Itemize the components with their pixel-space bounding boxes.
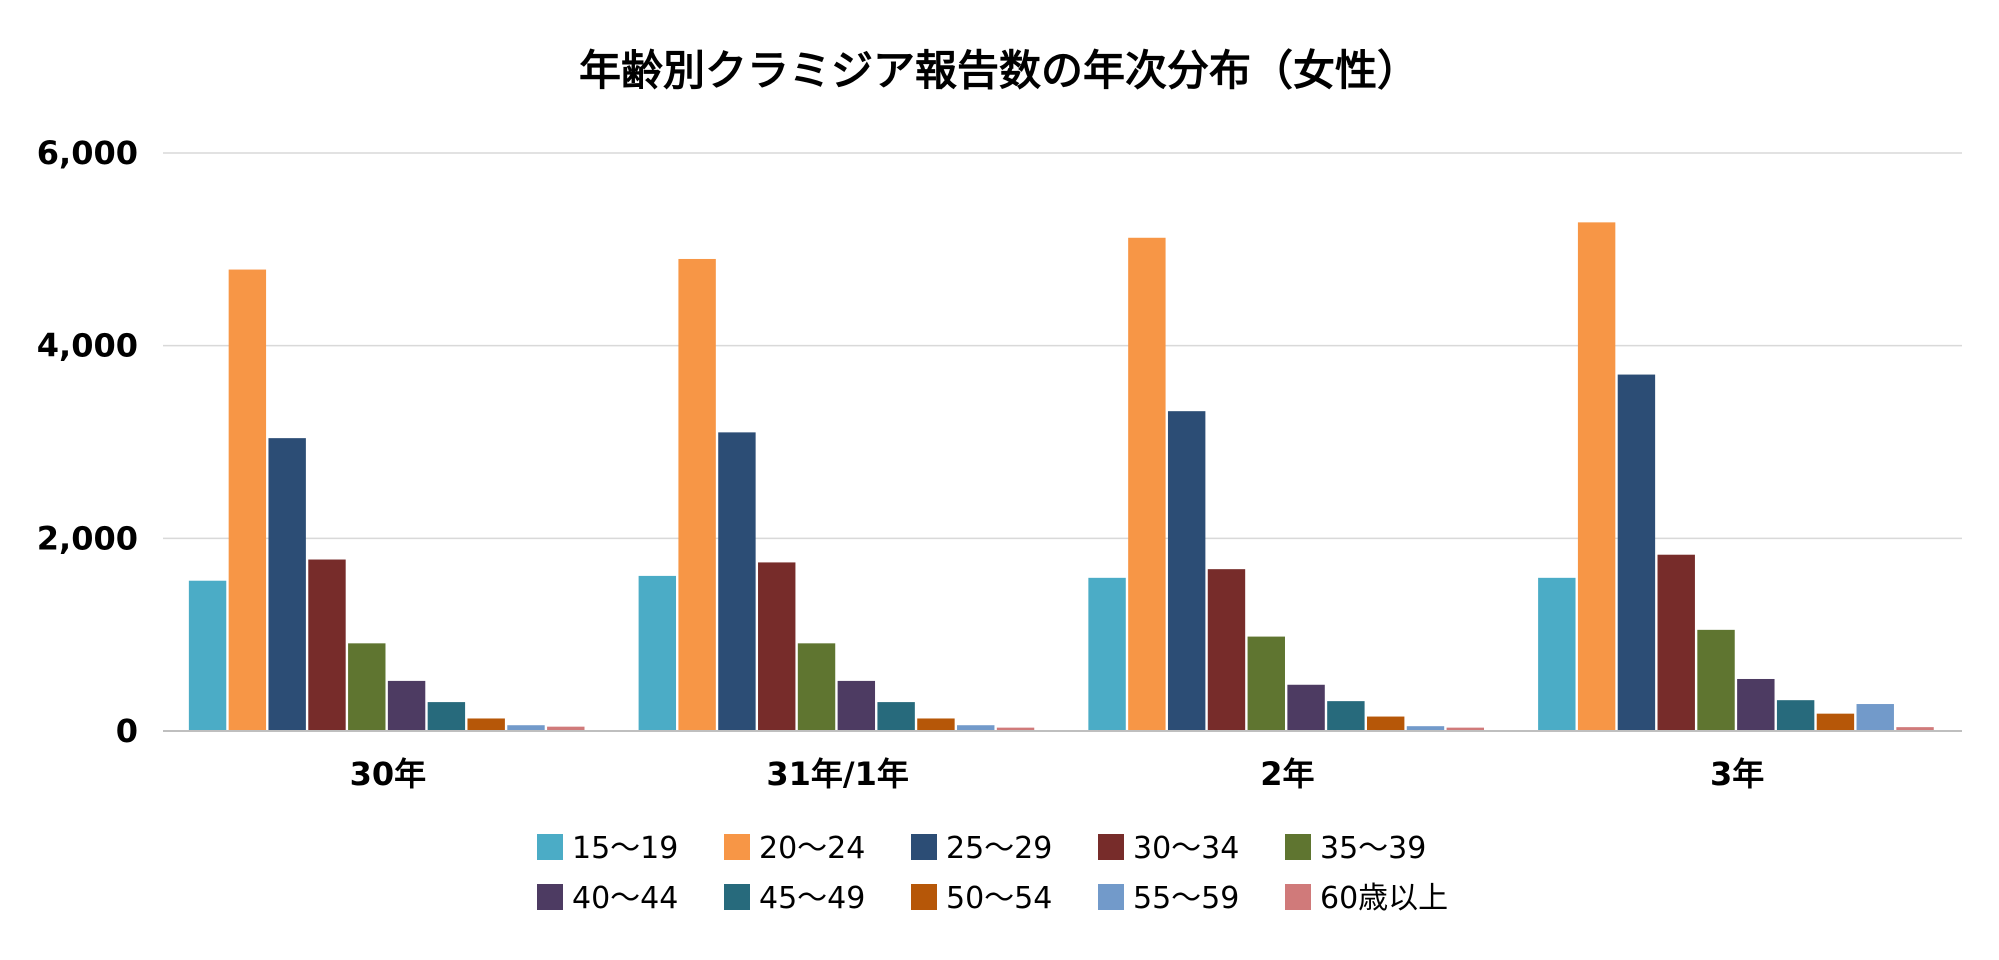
legend-item: 20～24 — [724, 831, 865, 866]
bars — [188, 222, 1934, 732]
legend: 15～19 20～24 25～29 30～34 35～39 40～44 45～49 50～54… — [537, 831, 1448, 916]
legend-label: 60歳以上 — [1320, 881, 1448, 916]
legend-item: 55～59 — [1098, 881, 1239, 916]
legend-item: 50～54 — [911, 881, 1052, 916]
legend-swatch — [1285, 834, 1311, 860]
legend-item: 25～29 — [911, 831, 1052, 866]
bar — [1446, 727, 1485, 731]
x-tick-label: 30年 — [350, 755, 427, 793]
legend-swatch — [537, 834, 563, 860]
legend-item: 40～44 — [537, 881, 678, 916]
legend-swatch — [911, 834, 937, 860]
bar — [308, 559, 346, 731]
bar — [387, 680, 426, 731]
legend-swatch — [911, 884, 937, 910]
bar — [957, 725, 995, 731]
bar — [678, 258, 716, 731]
legend-item: 45～49 — [724, 881, 865, 916]
bar — [1366, 716, 1405, 731]
bar — [1816, 713, 1855, 731]
bar — [188, 580, 227, 731]
bar — [1617, 374, 1656, 731]
legend-label: 45～49 — [759, 881, 865, 916]
bar — [348, 643, 386, 731]
bar — [1577, 222, 1616, 732]
bar — [1406, 726, 1445, 731]
bar — [718, 432, 756, 731]
gridlines — [163, 152, 1962, 540]
bar — [1856, 704, 1894, 731]
bar — [1287, 684, 1325, 731]
y-tick-label: 6,000 — [37, 134, 138, 172]
y-tick-label: 2,000 — [37, 519, 138, 557]
x-tick-label: 2年 — [1260, 755, 1314, 793]
legend-label: 35～39 — [1320, 831, 1426, 866]
legend-label: 20～24 — [759, 831, 865, 866]
legend-swatch — [724, 834, 750, 860]
bar — [797, 643, 836, 731]
bar — [917, 718, 955, 731]
bar — [1207, 569, 1246, 731]
legend-swatch — [724, 884, 750, 910]
bar — [1776, 700, 1815, 731]
bar — [877, 702, 915, 731]
bar — [1737, 678, 1775, 731]
bar — [228, 269, 267, 731]
y-tick-label: 0 — [116, 712, 138, 750]
legend-swatch — [1098, 884, 1124, 910]
legend-label: 50～54 — [946, 881, 1052, 916]
bar — [1247, 636, 1285, 731]
bar — [1896, 727, 1934, 731]
chart-title: 年齢別クラミジア報告数の年次分布（女性） — [579, 46, 1419, 95]
bar — [1088, 577, 1126, 731]
bar — [1327, 701, 1365, 731]
bar — [427, 702, 466, 731]
bar — [467, 718, 505, 731]
bar — [1697, 629, 1735, 731]
x-tick-label: 3年 — [1710, 755, 1764, 793]
bar — [547, 726, 585, 731]
legend-swatch — [1098, 834, 1124, 860]
legend-label: 15～19 — [572, 831, 678, 866]
x-tick-label: 31年/1年 — [766, 755, 909, 793]
legend-item: 35～39 — [1285, 831, 1426, 866]
legend-label: 25～29 — [946, 831, 1052, 866]
legend-swatch — [537, 884, 563, 910]
legend-item: 15～19 — [537, 831, 678, 866]
legend-item: 60歳以上 — [1285, 881, 1448, 916]
bar — [1657, 554, 1695, 731]
bar — [268, 438, 306, 731]
bar — [1167, 411, 1206, 731]
legend-label: 40～44 — [572, 881, 678, 916]
bar — [758, 562, 796, 731]
bar — [996, 727, 1035, 731]
bar — [837, 680, 876, 731]
legend-item: 30～34 — [1098, 831, 1239, 866]
legend-swatch — [1285, 884, 1311, 910]
bar — [507, 725, 545, 731]
legend-label: 55～59 — [1133, 881, 1239, 916]
x-axis-ticks: 30年 31年/1年 2年 3年 — [350, 755, 1765, 793]
bar — [1538, 577, 1576, 731]
y-tick-label: 4,000 — [37, 327, 138, 365]
y-axis-ticks: 0 2,000 4,000 6,000 — [37, 134, 138, 750]
legend-label: 30～34 — [1133, 831, 1239, 866]
bar — [638, 575, 677, 731]
bar — [1128, 237, 1166, 732]
